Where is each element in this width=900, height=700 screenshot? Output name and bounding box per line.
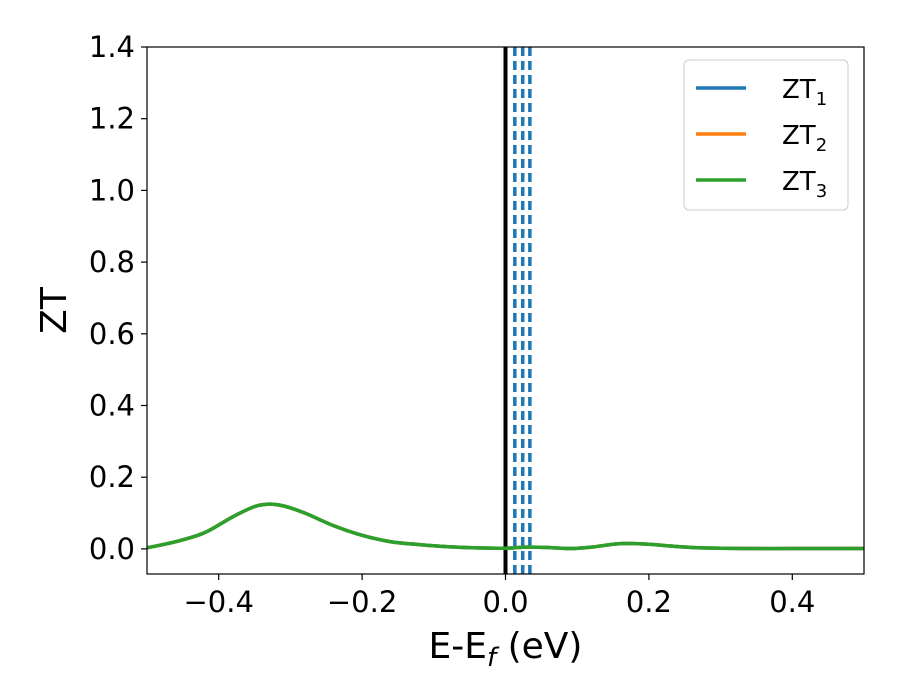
x-axis-label-main: E-E: [429, 626, 487, 667]
y-tick-label: 0.4: [89, 389, 135, 423]
x-tick-label: −0.2: [327, 585, 397, 619]
y-axis-label: ZT: [34, 286, 75, 334]
y-axis-ticks: 0.0 0.2 0.4 0.6 0.8 1.0 1.2 1.4: [89, 30, 147, 566]
series-line-3: [147, 502, 864, 551]
y-tick-label: 0.8: [89, 245, 135, 279]
x-tick-label: 0.2: [626, 585, 672, 619]
y-tick-label: 0.6: [89, 317, 135, 351]
legend-label-2: ZT2: [782, 121, 827, 156]
reference-lines: [503, 47, 532, 574]
legend-label-3: ZT3: [782, 167, 827, 202]
y-tick-label: 1.0: [89, 173, 135, 207]
legend-label-sub: 1: [816, 89, 827, 110]
y-tick-label: 0.2: [89, 460, 135, 494]
series-lines: [147, 502, 864, 551]
y-tick-label: 1.4: [89, 30, 135, 64]
x-tick-label: −0.4: [183, 585, 253, 619]
x-axis-label: E-Ef (eV): [429, 626, 583, 673]
legend-label-base: ZT: [782, 75, 816, 105]
y-tick-label: 0.0: [89, 532, 135, 566]
x-axis-ticks: −0.4 −0.2 0.0 0.2 0.4: [183, 574, 815, 619]
x-tick-label: 0.4: [769, 585, 815, 619]
legend-label-sub: 2: [816, 135, 827, 156]
y-tick-label: 1.2: [89, 102, 135, 136]
legend-label-sub: 3: [816, 181, 827, 202]
legend-label-base: ZT: [782, 167, 816, 197]
x-tick-label: 0.0: [482, 585, 528, 619]
legend-label-1: ZT1: [782, 75, 827, 110]
legend-box: [683, 59, 849, 211]
legend-label-base: ZT: [782, 121, 816, 151]
x-axis-label-unit: (eV): [496, 626, 582, 667]
